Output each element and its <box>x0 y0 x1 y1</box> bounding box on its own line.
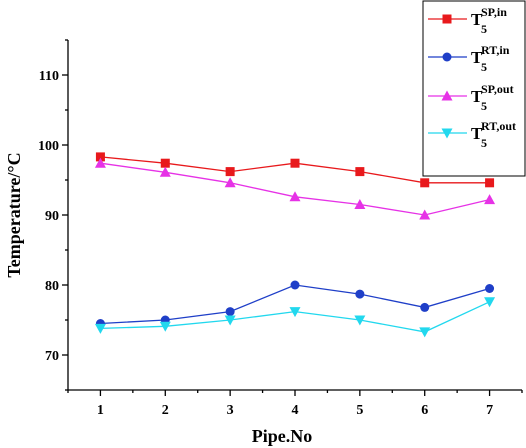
data-point <box>225 307 235 317</box>
legend-label-main: T <box>471 10 483 29</box>
series-1 <box>95 152 495 188</box>
legend-marker <box>442 14 452 24</box>
legend-label-sub: 5 <box>481 22 487 36</box>
data-point <box>290 280 300 290</box>
data-point <box>354 315 366 326</box>
data-point <box>484 194 496 205</box>
legend-marker <box>442 52 452 62</box>
data-point <box>420 178 430 188</box>
legend-marker <box>441 90 453 101</box>
series-2 <box>95 280 495 328</box>
legend-entry-1: TSP,in 5 <box>428 5 507 36</box>
data-point <box>419 327 431 338</box>
legend-label-sup: SP,in <box>481 5 507 19</box>
x-axis-title: Pipe.No <box>252 426 313 446</box>
legend-box <box>422 0 526 177</box>
series-line <box>100 284 490 325</box>
x-tick-label: 5 <box>356 403 363 418</box>
data-point <box>355 289 365 299</box>
data-point <box>484 297 496 308</box>
data-point <box>419 209 431 220</box>
data-point <box>159 166 171 177</box>
legend-label-main: T <box>471 124 483 143</box>
data-point <box>485 284 495 293</box>
data-point <box>354 199 366 209</box>
data-point <box>224 177 236 188</box>
legend-entry-4: TRT,out 5 <box>428 119 516 150</box>
axes: 70 80 90 100 110 1 2 3 4 5 6 7 <box>38 39 523 418</box>
legend-label-sup: SP,out <box>481 82 514 96</box>
series-layer <box>94 152 496 338</box>
data-point <box>485 178 495 188</box>
legend-label-main: T <box>471 87 483 106</box>
x-tick-label: 1 <box>97 403 104 418</box>
legend-label-sup: RT,in <box>481 43 510 57</box>
legend-label-sup: RT,out <box>481 119 516 133</box>
y-tick-label: 110 <box>39 69 59 84</box>
data-point <box>355 167 365 177</box>
x-tick-label: 3 <box>227 403 234 418</box>
data-point <box>94 157 106 168</box>
data-point <box>160 158 170 168</box>
y-axis-title: Temperature/°C <box>4 152 24 277</box>
legend-entry-2: TRT,in 5 <box>428 43 510 74</box>
legend-label-sub: 5 <box>481 99 487 113</box>
data-point <box>94 323 106 334</box>
y-tick-label: 100 <box>38 139 59 154</box>
legend-marker <box>441 128 453 139</box>
data-point <box>95 152 105 162</box>
legend-label-sub: 5 <box>481 60 487 74</box>
data-point <box>225 167 235 177</box>
x-tick-label: 6 <box>421 403 428 418</box>
x-tick-label: 7 <box>486 403 493 418</box>
x-tick-label: 4 <box>292 403 299 418</box>
series-3 <box>94 157 496 220</box>
data-point <box>289 191 301 202</box>
data-point <box>290 158 300 168</box>
legend-label-main: T <box>471 48 483 67</box>
data-point <box>224 315 236 326</box>
data-point <box>159 321 171 332</box>
legend-label-sub: 5 <box>481 136 487 150</box>
y-tick-label: 90 <box>45 209 59 224</box>
legend-entry-3: TSP,out 5 <box>428 82 514 113</box>
y-tick-label: 80 <box>45 279 59 294</box>
data-point <box>289 307 301 318</box>
series-4 <box>94 297 496 338</box>
y-tick-label: 70 <box>45 349 59 364</box>
x-tick-label: 2 <box>162 403 169 418</box>
data-point <box>420 302 430 312</box>
